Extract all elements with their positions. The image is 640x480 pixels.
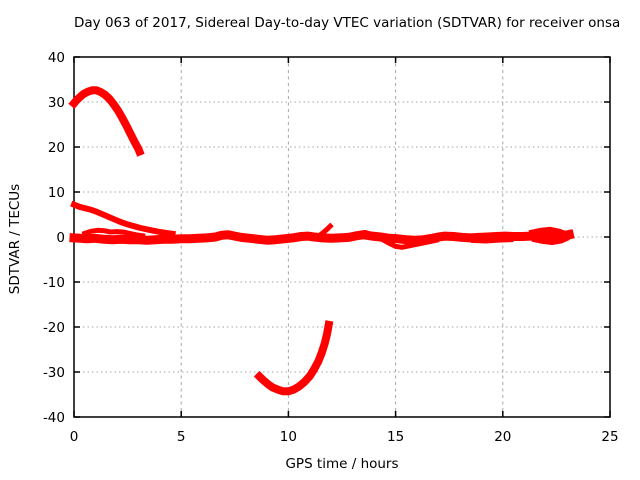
y-tick-label: 40 [48, 50, 65, 66]
series-vtec-spur-13h [349, 230, 376, 239]
series-vtec-blob-end-lower [531, 231, 574, 245]
x-tick-label: 0 [70, 429, 79, 445]
series-vtec-band-lower-strand [470, 238, 514, 244]
series-vtec-branch-upper [70, 200, 176, 238]
x-tick-label: 10 [280, 429, 297, 445]
y-tick-label: -10 [43, 275, 65, 291]
y-tick-label: 20 [48, 140, 65, 156]
series-vtec-band-loop [81, 227, 146, 239]
series-vtec-blob-end-upper [528, 226, 574, 238]
x-tick-label: 20 [494, 429, 511, 445]
y-tick-label: 30 [48, 95, 65, 111]
series-vtec-arc-evening [253, 320, 334, 396]
x-tick-label: 15 [387, 429, 404, 445]
y-tick-label: -30 [43, 365, 65, 381]
x-tick-label: 5 [177, 429, 186, 445]
series-vtec-arc-morning [68, 86, 145, 157]
series-vtec-spur-12h [314, 222, 334, 240]
y-tick-label: -40 [43, 410, 65, 426]
y-tick-label: -20 [43, 320, 65, 336]
x-axis-label: GPS time / hours [285, 456, 399, 472]
y-tick-label: 10 [48, 185, 65, 201]
y-axis-label: SDTVAR / TECUs [7, 183, 23, 295]
y-tick-label: 0 [56, 230, 65, 246]
chart-title: Day 063 of 2017, Sidereal Day-to-day VTE… [74, 15, 621, 31]
series-vtec-dip-15h [379, 236, 440, 250]
x-tick-label: 25 [601, 429, 618, 445]
